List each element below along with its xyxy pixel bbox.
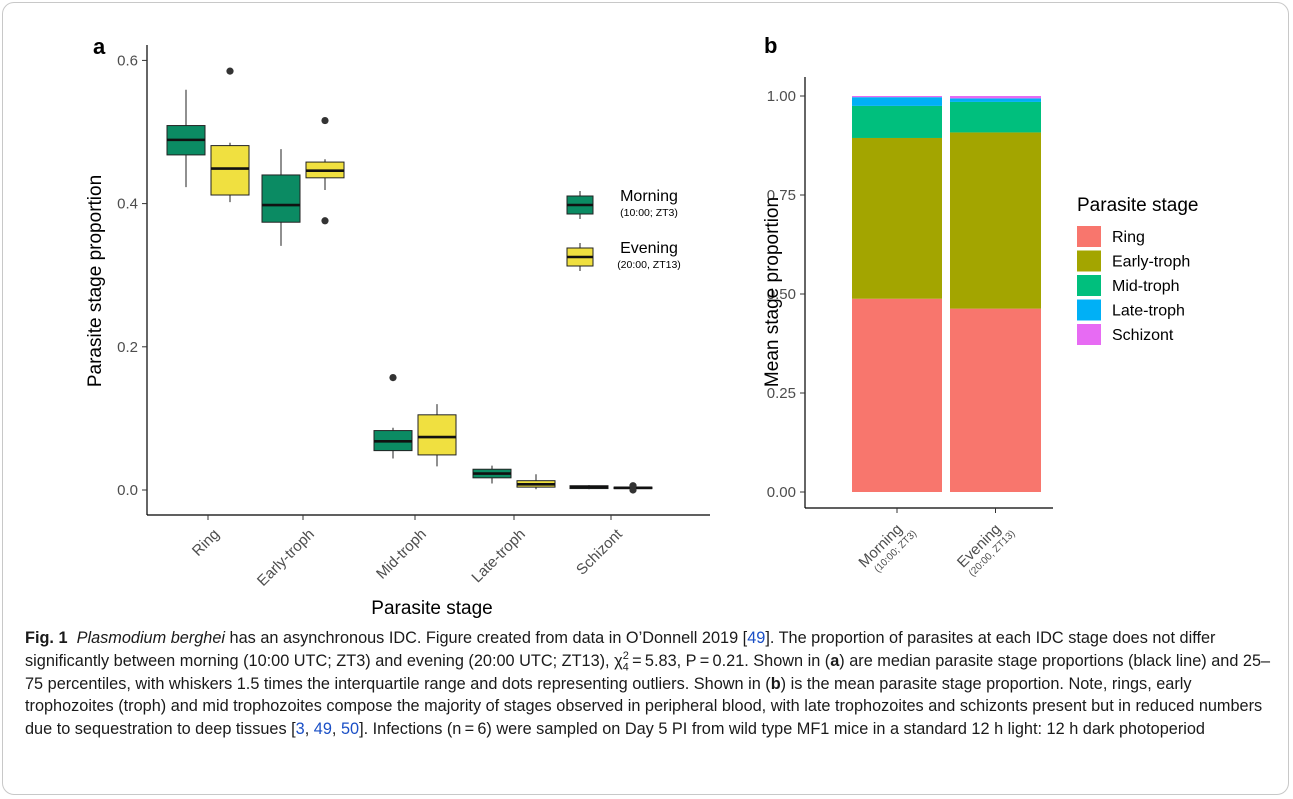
- legend-label: Schizont: [1112, 327, 1174, 344]
- caption-fragment: Plasmodium berghei: [76, 629, 226, 647]
- x-tick-label: Early-troph: [254, 526, 318, 590]
- bar-segment-ring: [852, 298, 942, 492]
- bar-segment-ring: [950, 308, 1041, 492]
- outlier-point: [389, 373, 397, 382]
- citation-link[interactable]: 49: [313, 720, 332, 739]
- caption-text: Plasmodium berghei has an asynchronous I…: [25, 629, 1270, 738]
- legend-key-late-troph: [1077, 299, 1101, 321]
- figure-caption: Fig. 1 Plasmodium berghei has an asynchr…: [25, 627, 1275, 741]
- outlier-point: [629, 482, 637, 490]
- x-tick-label: Mid-troph: [373, 526, 430, 583]
- figure: a 0.0 0.2 0.4 0.6 Ring Early-troph Mid-troph Lat…: [85, 33, 1198, 619]
- x-tick-label: Late-troph: [468, 526, 528, 586]
- y-tick-label: 0.50: [767, 286, 796, 303]
- legend-label: Late-troph: [1112, 303, 1185, 320]
- caption-fragment: ,: [304, 720, 314, 739]
- bar-segment-schizont: [950, 96, 1041, 99]
- bar-segment-early-troph: [852, 137, 942, 299]
- caption-fragment: 4: [622, 661, 629, 674]
- y-axis-title: Mean stage proportion: [762, 197, 783, 387]
- bar-segment-mid-troph: [950, 101, 1041, 133]
- bar-segment-late-troph: [950, 98, 1041, 102]
- caption-fragment: ) are median parasite stage proportions …: [25, 651, 1271, 693]
- panel-label-b: b: [764, 33, 777, 58]
- legend-label: Morning: [620, 188, 678, 205]
- bar-segment-schizont: [852, 96, 942, 98]
- caption-fragment: ,: [331, 720, 341, 739]
- legend-label: Ring: [1112, 229, 1145, 246]
- y-tick-label: 0.00: [767, 484, 796, 501]
- figure-label: Fig. 1: [25, 629, 68, 647]
- box-plot-panel-a: a 0.0 0.2 0.4 0.6 Ring Early-troph Mid-troph Lat…: [85, 34, 710, 619]
- citation-link[interactable]: 3: [295, 720, 305, 739]
- caption-fragment: ]. Infections (n = 6) were sampled on Da…: [359, 720, 1205, 739]
- caption-fragment: a: [830, 651, 840, 670]
- y-tick-label: 0.75: [767, 187, 796, 204]
- x-tick-label: Ring: [189, 526, 223, 560]
- outlier-point: [321, 116, 329, 125]
- legend-key-schizont: [1077, 324, 1101, 345]
- outlier-point: [321, 217, 329, 225]
- legend-key-ring: [1077, 226, 1101, 247]
- caption-fragment: b: [770, 674, 781, 693]
- caption-fragment: ]. The proportion of parasites at each I…: [25, 629, 1216, 670]
- y-tick-label: 0.6: [117, 52, 138, 69]
- y-tick-label: 0.4: [117, 196, 138, 213]
- x-tick-label: Schizont: [573, 525, 626, 578]
- stacked-bar-panel-b: b 0.00 0.25 0.50 0.75 1.00 Mean stage proporti…: [762, 33, 1198, 579]
- legend-sublabel: (10:00; ZT3): [620, 207, 678, 219]
- citation-link[interactable]: 49: [747, 629, 766, 647]
- caption-fragment: 2: [622, 650, 629, 663]
- y-tick-label: 0.0: [117, 482, 138, 499]
- legend-label: Early-troph: [1112, 254, 1190, 271]
- legend-label: Evening: [620, 240, 678, 257]
- panel-label-a: a: [93, 34, 106, 59]
- box-morning: [261, 174, 301, 223]
- legend-sublabel: (20:00, ZT13): [617, 259, 681, 271]
- bar-segment-early-troph: [950, 132, 1041, 309]
- bar-segment-late-troph: [852, 97, 942, 106]
- y-tick-label: 0.2: [117, 339, 138, 356]
- legend-key-early-troph: [1077, 250, 1101, 272]
- citation-link[interactable]: 50: [340, 720, 360, 739]
- legend-key-mid-troph: [1077, 275, 1101, 296]
- caption-fragment: = 5.83, P = 0.21. Shown in (: [628, 651, 831, 670]
- y-tick-label: 0.25: [767, 385, 796, 402]
- outlier-point: [226, 67, 234, 75]
- legend-label: Mid-troph: [1112, 278, 1180, 295]
- x-axis-title: Parasite stage: [371, 598, 492, 619]
- legend-title: Parasite stage: [1077, 195, 1198, 216]
- caption-fragment: ) is the mean parasite stage proportion.…: [25, 674, 1263, 739]
- y-axis-title: Parasite stage proportion: [85, 175, 106, 387]
- box-evening: [210, 145, 250, 196]
- box-evening: [417, 414, 457, 456]
- caption-fragment: has an asynchronous IDC. Figure created …: [225, 629, 748, 647]
- bar-segment-mid-troph: [852, 105, 942, 138]
- y-tick-label: 1.00: [767, 88, 796, 105]
